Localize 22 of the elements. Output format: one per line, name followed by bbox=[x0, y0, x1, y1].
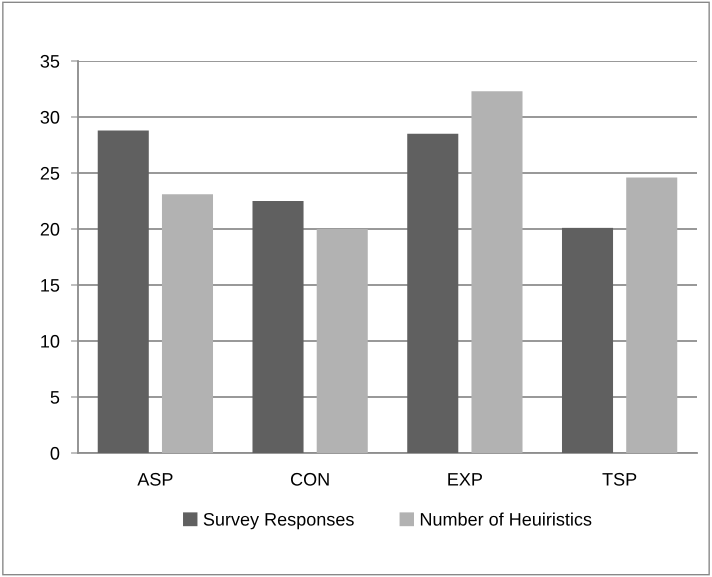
bar bbox=[626, 177, 678, 453]
legend-label: Survey Responses bbox=[204, 512, 354, 530]
x-tick-label: TSP bbox=[602, 472, 636, 486]
bar bbox=[162, 194, 214, 453]
bar bbox=[407, 134, 458, 453]
x-tick-label: EXP bbox=[448, 473, 482, 486]
x-tick-label: CON bbox=[290, 472, 329, 486]
bar bbox=[98, 130, 149, 453]
y-tick-label: 20 bbox=[40, 222, 60, 236]
bar bbox=[562, 228, 614, 453]
y-tick-label: 0 bbox=[50, 446, 60, 460]
y-tick-label: 35 bbox=[40, 54, 60, 68]
bar bbox=[471, 91, 523, 453]
y-tick-label: 10 bbox=[41, 334, 60, 348]
y-tick-label: 30 bbox=[40, 110, 60, 124]
legend-label: Number of Heuiristics bbox=[420, 512, 592, 526]
bar bbox=[252, 201, 304, 453]
y-tick-label: 15 bbox=[41, 279, 60, 292]
y-tick-label: 5 bbox=[50, 391, 60, 404]
x-tick-label: ASP bbox=[137, 472, 172, 486]
y-tick-label: 25 bbox=[40, 166, 60, 180]
bar bbox=[316, 229, 368, 453]
